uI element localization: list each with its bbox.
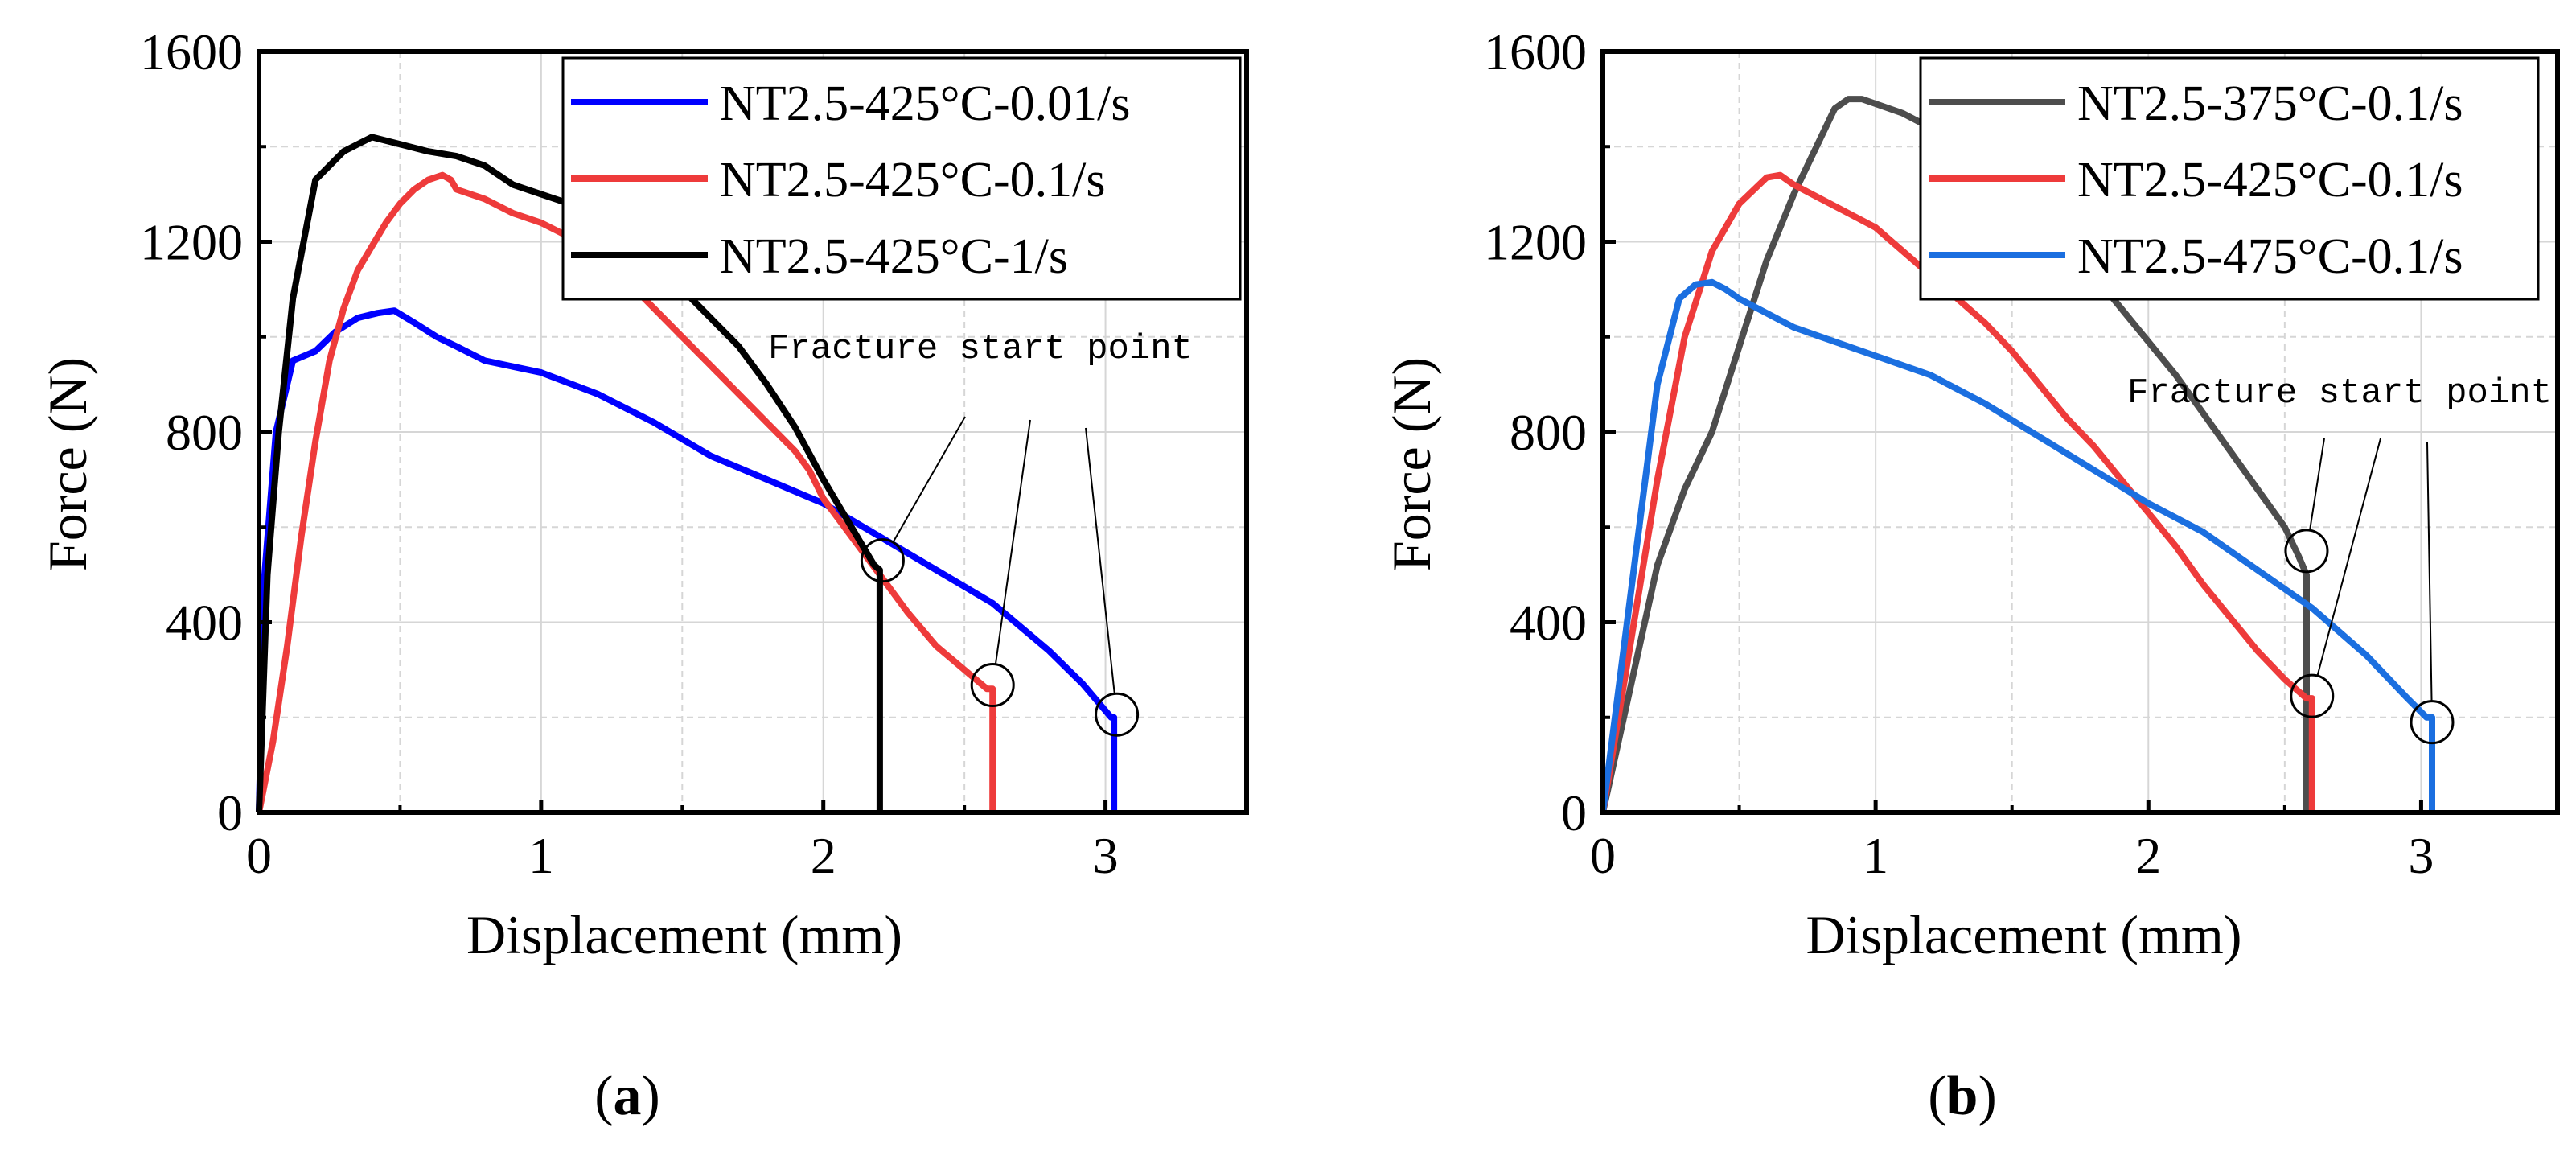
panel-a-ticks: 0 1 2 3 0 400 800 1200 1600 [140,23,1119,884]
panel-b-y-axis-title: Force (N) [1381,357,1442,571]
panel-b-fracture-marker [2410,700,2455,745]
panel-b-legend-label-1: NT2.5-375°C-0.1/s [2077,76,2463,131]
panel-a-legend-label-3: NT2.5-425°C-1/s [720,229,1068,284]
panel-a-annotation-leader [892,416,966,543]
panel-b-caption-letter: b [1947,1065,1978,1127]
panel-b-annotation: Fracture start point [2127,373,2552,745]
panel-b-x-tick-label: 1 [1863,827,1888,884]
panel-b-legend-label-2: NT2.5-425°C-0.1/s [2077,153,2463,208]
panel-b-fracture-marker [2284,529,2329,574]
panel-a-annotation-leader [994,419,1031,664]
panel-b-series-line-2 [1600,171,2315,813]
panel-b-y-tick-label: 1200 [1484,214,1587,271]
panel-b-caption: (b) [1928,1065,1997,1127]
panel-a-y-tick-label: 1200 [140,214,243,271]
panel-a-annotation-text: Fracture start point [768,329,1193,369]
panel-a-chart: 0 1 2 3 0 400 800 1200 1600 Displacement (mm) Fo… [37,23,1249,1127]
panel-b-x-axis-title: Displacement (mm) [1806,904,2242,965]
panel-b-chart: 0 1 2 3 0 400 800 1200 1600 Displacement (mm) Fo… [1381,23,2560,1127]
panel-b-y-tick-label: 1600 [1484,23,1587,80]
panel-a-y-tick-label: 400 [166,594,243,652]
panel-a-legend: NT2.5-425°C-0.01/s NT2.5-425°C-0.1/s NT2… [561,56,1242,301]
panel-a-y-axis-title: Force (N) [37,357,98,571]
panel-b-y-tick-label: 0 [1561,784,1587,841]
panel-b-series-line-3 [1600,278,2435,813]
panel-b-annotation-leader [2316,438,2381,677]
panel-a-x-tick-label: 3 [1093,827,1119,884]
panel-a-caption: (a) [594,1065,660,1127]
panel-a-series-line-1 [256,307,1118,813]
panel-a-x-tick-label: 1 [528,827,554,884]
panel-b-annotation-leader [2426,442,2433,701]
panel-a-legend-label-2: NT2.5-425°C-0.1/s [720,153,1105,208]
panel-a-legend-label-1: NT2.5-425°C-0.01/s [720,76,1130,131]
panel-b-legend-label-3: NT2.5-475°C-0.1/s [2077,229,2463,284]
panel-a-x-tick-label: 2 [811,827,836,884]
panel-a-annotation-leader [1085,427,1115,694]
panel-a-fracture-marker [970,663,1015,708]
panel-b-fracture-marker [2290,673,2335,718]
panel-b-x-tick-label: 3 [2408,827,2434,884]
panel-a-annotation: Fracture start point [768,329,1193,737]
panel-b-x-tick-label: 0 [1590,827,1616,884]
panel-b-y-tick-label: 800 [1510,404,1587,461]
panel-a-fracture-marker [860,538,905,583]
panel-b-annotation-leader [2309,438,2325,531]
panel-a-fracture-marker [1095,692,1140,737]
panel-a-y-tick-label: 0 [217,784,243,841]
panel-b-y-tick-label: 400 [1510,594,1587,652]
panel-a-x-axis-title: Displacement (mm) [466,904,902,965]
panel-b-x-tick-label: 2 [2135,827,2161,884]
panel-a-y-tick-label: 800 [166,404,243,461]
panel-b-legend: NT2.5-375°C-0.1/s NT2.5-425°C-0.1/s NT2.… [1919,56,2540,301]
panel-a-x-tick-label: 0 [246,827,272,884]
panel-a-y-tick-label: 1600 [140,23,243,80]
panel-b-annotation-text: Fracture start point [2127,373,2552,413]
panel-a-caption-letter: a [614,1065,642,1127]
panel-b-ticks: 0 1 2 3 0 400 800 1200 1600 [1484,23,2434,884]
